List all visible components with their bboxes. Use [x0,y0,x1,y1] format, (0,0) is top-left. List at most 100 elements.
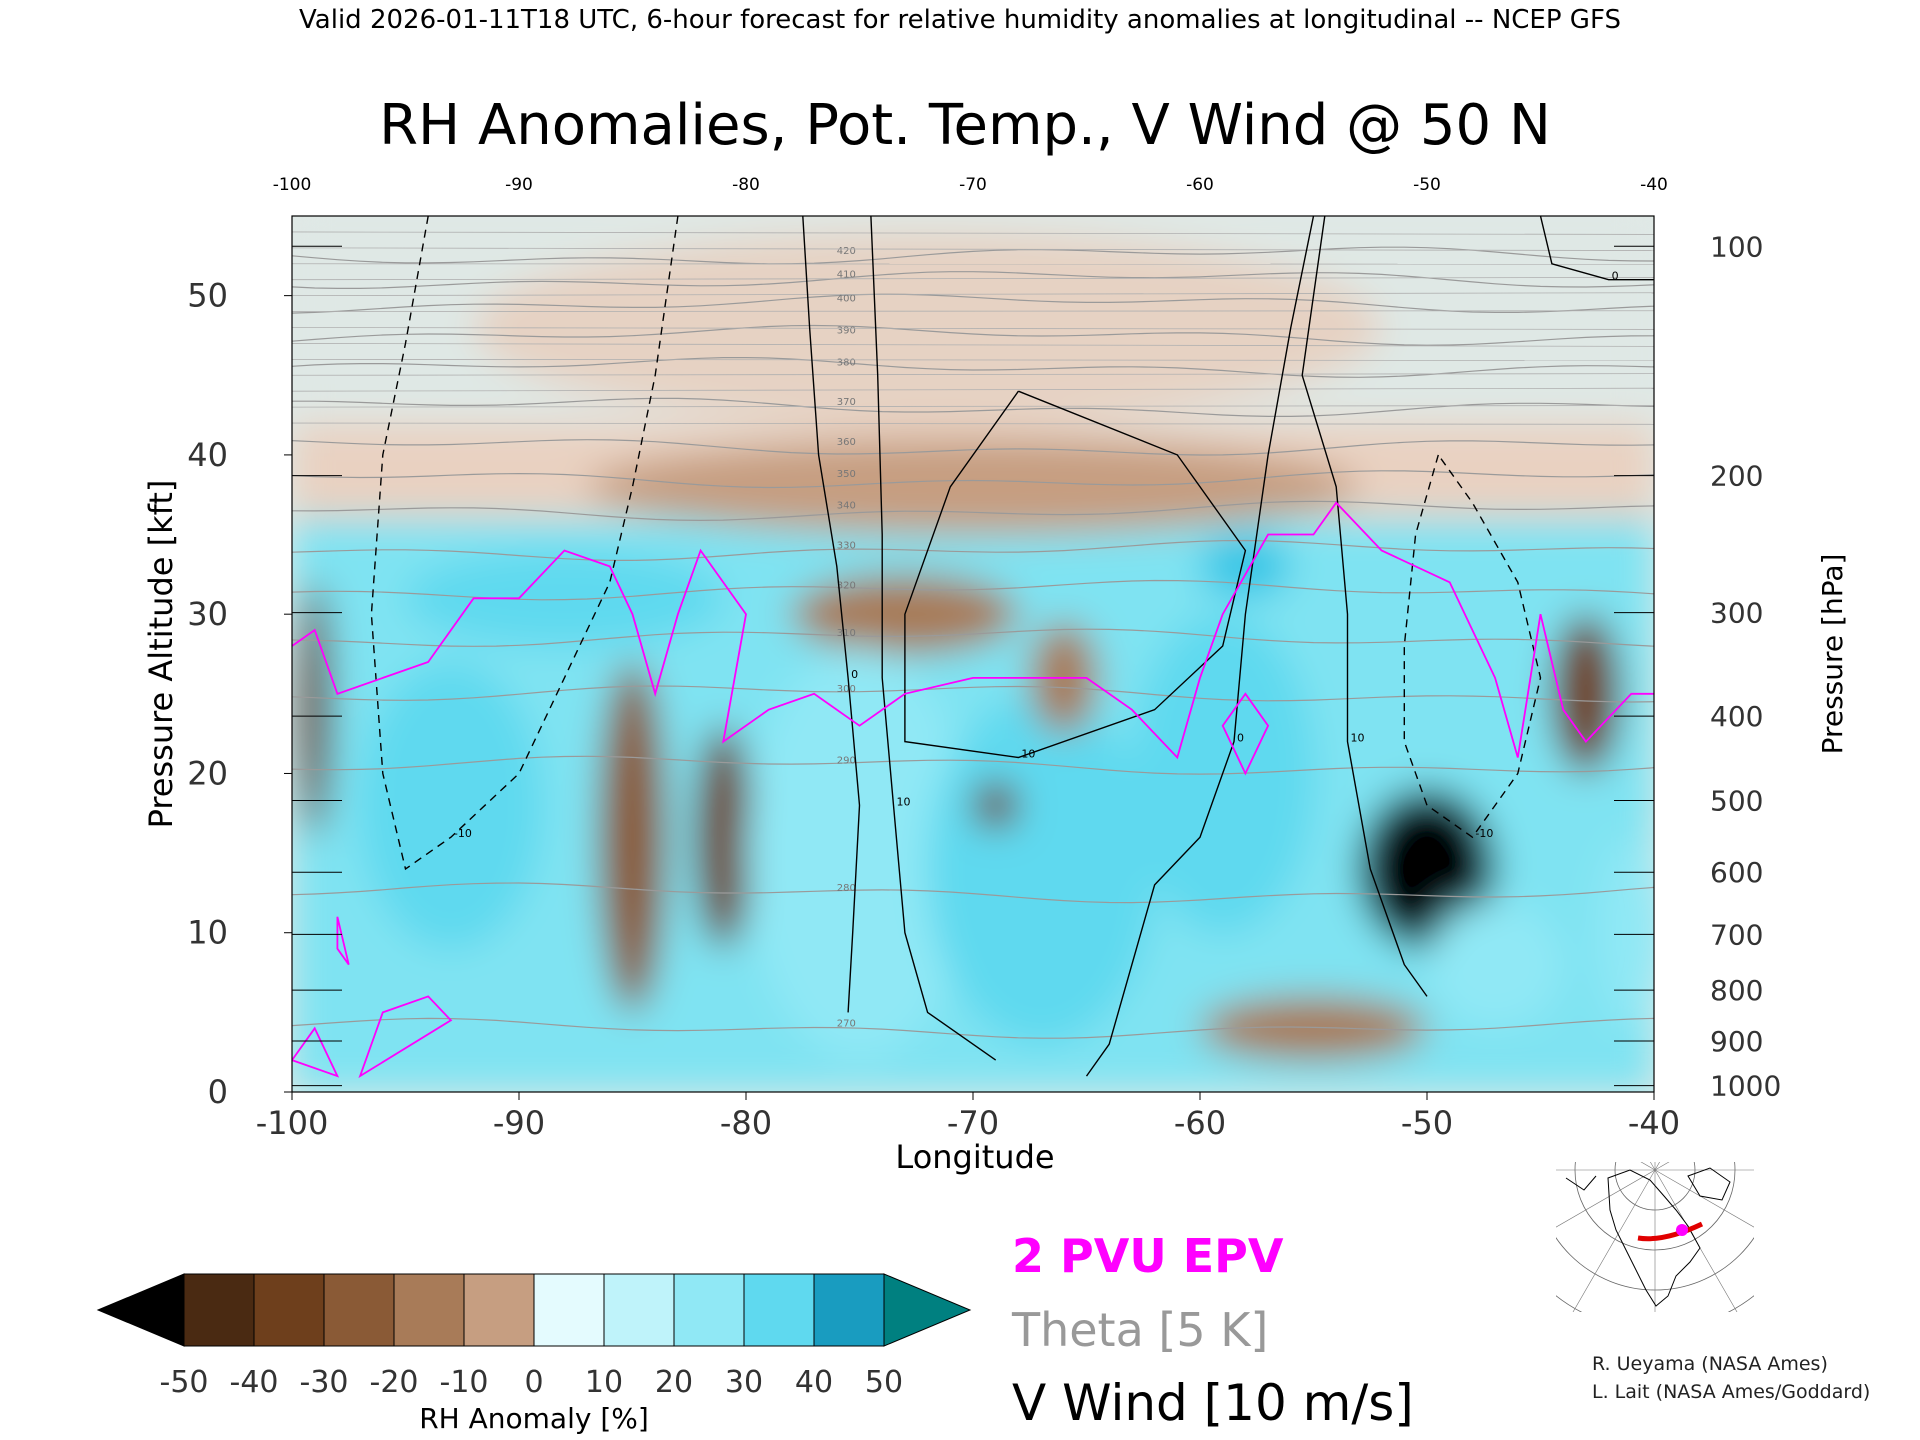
rh-anomaly-cell [1551,614,1620,774]
y-tick-label: 40 [187,436,228,474]
graticule-meridian [1654,1169,1738,1312]
colorbar-bin [393,1273,465,1347]
theta-upper-line [292,358,1654,361]
v-wind-label: 10 [1021,748,1035,761]
colorbar-bin [323,1273,395,1347]
colorbar-tick-label: -50 [160,1365,209,1400]
v-wind-contours: 0 10 0 10 10 -10 -10 0 [370,216,1654,1077]
theta-label: 380 [837,357,856,368]
epv-2pvu-contour [292,501,1654,1079]
colorbar-tick-label: 0 [524,1365,543,1400]
colorbar-tick-label: -40 [230,1365,279,1400]
rh-anomaly-cell [405,550,724,647]
pressure-reference-lines [292,245,1654,1087]
theta-label: 280 [837,883,856,894]
colorbar-label: RH Anomaly [%] [419,1402,649,1435]
rh-anomaly-cell [1427,900,1564,1029]
legend-entry: Theta [5 K] [1011,1303,1268,1357]
v-wind-label: 0 [1612,270,1619,283]
rh-anomaly-cell [1597,837,1654,1029]
theta-label: 360 [837,437,856,448]
theta-upper-line [292,405,1654,408]
theta-line [292,628,1654,647]
x-tick-label: -80 [720,1104,772,1142]
colorbar-bin [183,1273,255,1347]
theta-label: 320 [837,580,856,591]
top-tick-label: -50 [1413,175,1441,195]
theta-label: 290 [837,755,856,766]
y-tick-label: 0 [208,1073,228,1111]
v-wind-label: -10 [1475,827,1493,840]
colorbar-tick-label: 40 [795,1365,833,1400]
y-axis-label-left: Pressure Altitude [kft] [142,480,180,829]
colorbar-bin [603,1273,675,1347]
colorbar-bin [743,1273,815,1347]
colorbar-bin [463,1273,535,1347]
theta-upper-line [292,387,1654,392]
theta-line [292,882,1654,904]
v-wind-contour [1539,216,1654,281]
theta-label: 300 [837,684,856,695]
v-wind-contour [802,216,861,1013]
theta-line [292,579,1654,601]
x-axis: -100 -90 -80 -70 -60 -50 -40 [256,1092,1680,1142]
y-tick-label: 30 [187,595,228,633]
theta-label: 370 [837,397,856,408]
colorbar-tick-label: 50 [865,1365,903,1400]
legend-entry: V Wind [10 m/s] [1012,1374,1414,1432]
theta-upper-line [292,373,1654,376]
theta-line [292,539,1654,561]
graticule-meridian [1572,1169,1656,1312]
y-axis-left: 0 10 20 30 40 50 [187,277,292,1111]
y-tick-label: 20 [187,754,228,792]
theta-label: 330 [837,540,856,551]
colorbar-tick-label: 10 [585,1365,623,1400]
pressure-tick-label: 500 [1710,785,1763,818]
theta-line [292,324,1654,346]
top-tick-label: -60 [1186,175,1214,195]
rh-anomaly-cell [973,781,1019,830]
colorbar-bin [813,1273,885,1347]
v-wind-label: 10 [1351,732,1365,745]
legend-entry: 2 PVU EPV [1012,1229,1284,1283]
legend: 2 PVU EPV Theta [5 K] V Wind [10 m/s] [1011,1229,1414,1432]
v-wind-contour [1301,216,1428,997]
top-tick-label: -70 [959,175,987,195]
pressure-tick-label: 1000 [1710,1070,1781,1103]
rh-anomaly-heatmap [292,216,1654,1092]
theta-label: 410 [837,270,856,281]
inset-map [1556,1162,1754,1312]
colorbar-extend-high [883,1273,972,1347]
x-tick-label: -90 [493,1104,545,1142]
y-tick-label: 10 [187,914,228,952]
top-tick-label: -100 [273,175,312,195]
x-tick-label: -50 [1401,1104,1453,1142]
top-tick-label: -90 [505,175,533,195]
pressure-tick-label: 900 [1710,1025,1763,1058]
theta-line [292,470,1654,489]
pressure-tick-label: 300 [1710,597,1763,630]
v-wind-contour [1403,454,1542,839]
theta-upper-line [292,231,1654,235]
valid-header: Valid 2026-01-11T18 UTC, 6-hour forecast… [299,5,1621,35]
rh-anomaly-cell [927,693,1155,1045]
colorbar-tick-label: -20 [370,1365,419,1400]
x-tick-label: -40 [1628,1104,1680,1142]
rh-anomaly-cell [598,661,667,1013]
v-wind-contour [904,390,1247,759]
theta-line [292,755,1654,775]
v-wind-label: 0 [851,668,858,681]
y-axis-label-right: Pressure [hPa] [1816,554,1849,755]
theta-line [292,397,1654,417]
colorbar-extend-low [96,1273,185,1347]
inset-map-body [1556,1162,1754,1312]
v-wind-label: -10 [454,827,472,840]
theta-label: 350 [837,469,856,480]
colorbar-tick-label: 20 [655,1365,693,1400]
v-wind-label: 0 [1237,732,1244,745]
rh-anomaly-cell [1200,534,1291,599]
epv-loop [292,1026,340,1078]
theta-upper-line [292,247,1654,251]
theta-upper-line [292,343,1654,347]
